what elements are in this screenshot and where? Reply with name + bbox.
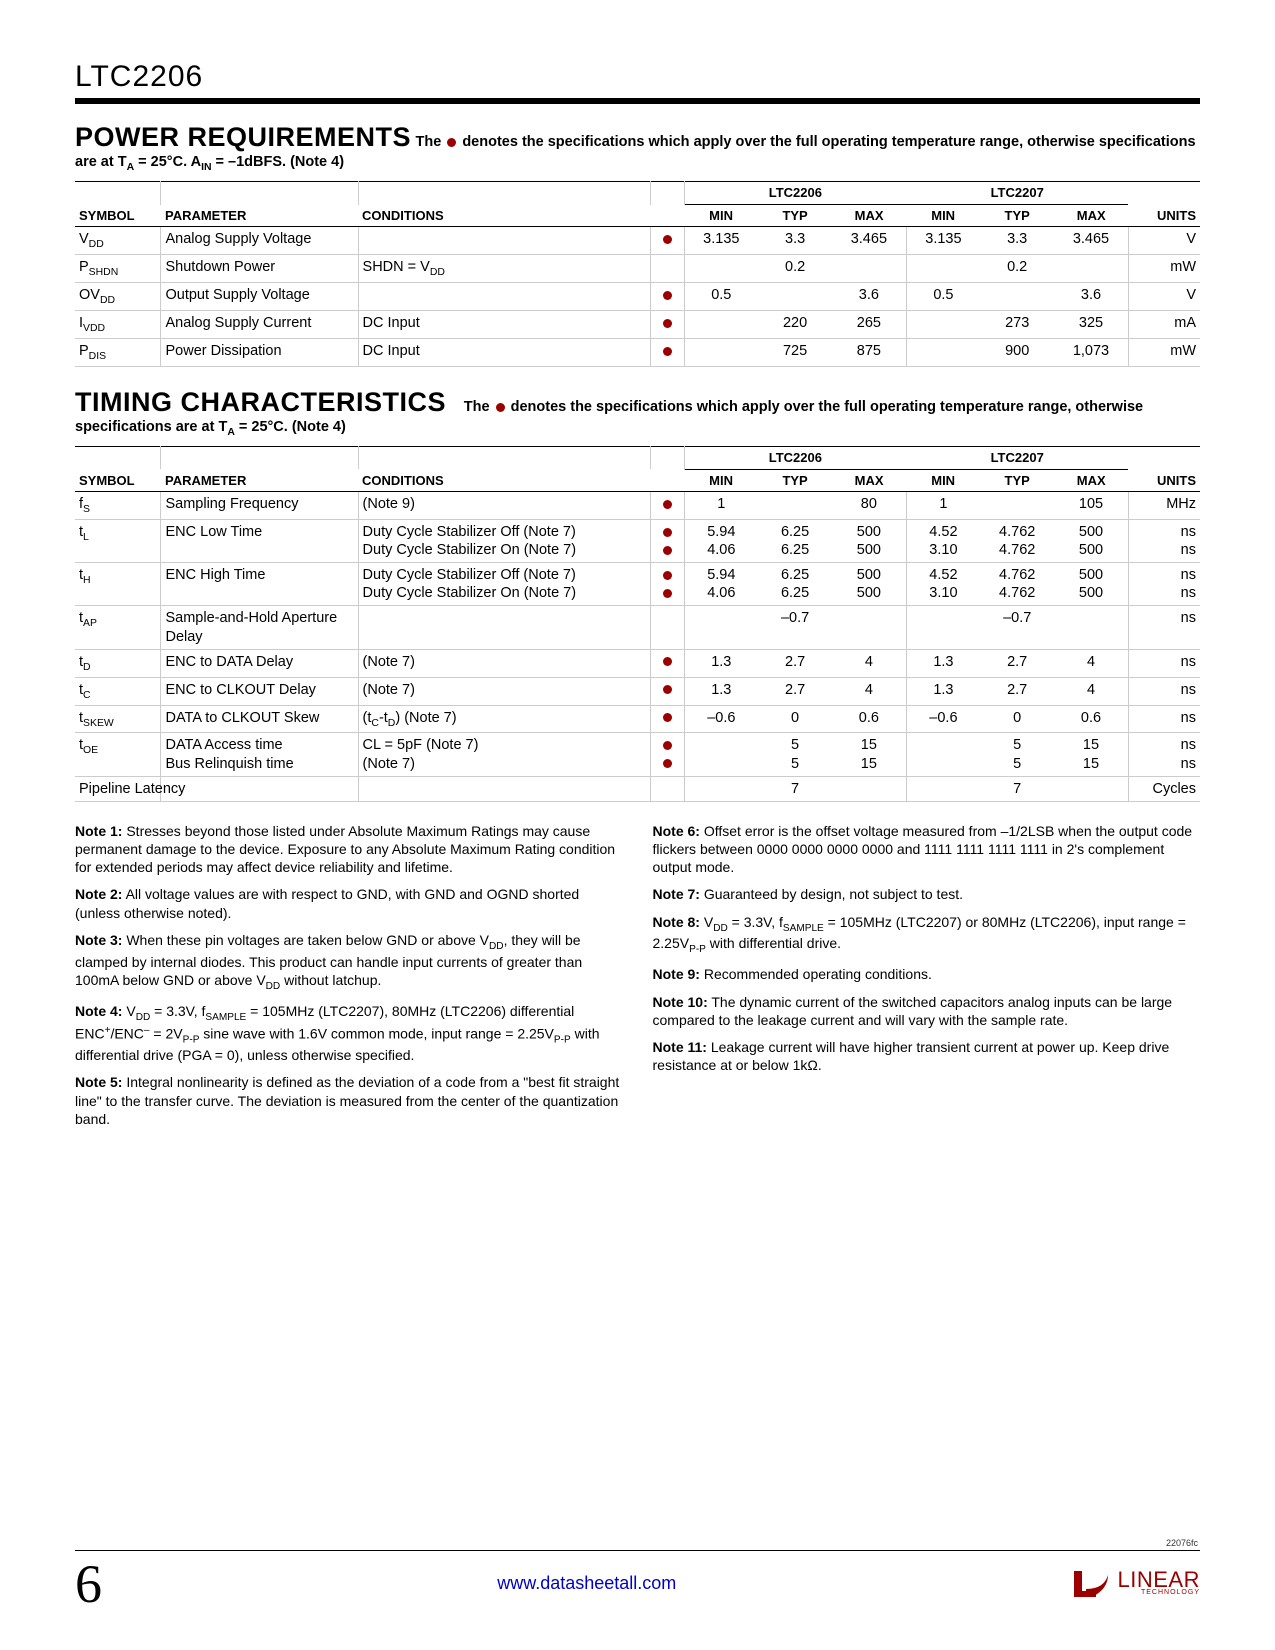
header-row: SYMBOL PARAMETER CONDITIONS MIN TYP MAX … — [75, 469, 1200, 491]
table-row: PDISPower DissipationDC Input7258759001,… — [75, 338, 1200, 366]
table-row: tLENC Low TimeDuty Cycle Stabilizer Off … — [75, 519, 1200, 562]
group-header-row: LTC2206 LTC2207 — [75, 181, 1200, 204]
note: Note 5: Integral nonlinearity is defined… — [75, 1073, 623, 1128]
note: Note 1: Stresses beyond those listed und… — [75, 822, 623, 877]
group-header-row: LTC2206 LTC2207 — [75, 446, 1200, 469]
table-row: VDDAnalog Supply Voltage3.1353.33.4653.1… — [75, 227, 1200, 255]
notes-left: Note 1: Stresses beyond those listed und… — [75, 822, 623, 1137]
note: Note 9: Recommended operating conditions… — [653, 965, 1201, 983]
bullet-icon — [447, 138, 456, 147]
page-number: 6 — [75, 1553, 102, 1615]
header-rule — [75, 98, 1200, 104]
footer-bar: 6 www.datasheetall.com LINEAR TECHNOLOGY — [75, 1550, 1200, 1610]
power-req-table: LTC2206 LTC2207 SYMBOL PARAMETER CONDITI… — [75, 181, 1200, 367]
timing-table: LTC2206 LTC2207 SYMBOL PARAMETER CONDITI… — [75, 446, 1200, 802]
part-number: LTC2206 — [75, 60, 1200, 94]
footer-url: www.datasheetall.com — [102, 1573, 1072, 1594]
table-row: PSHDNShutdown PowerSHDN = VDD0.20.2mW — [75, 255, 1200, 283]
note: Note 7: Guaranteed by design, not subjec… — [653, 885, 1201, 903]
table-row: tHENC High TimeDuty Cycle Stabilizer Off… — [75, 563, 1200, 606]
header-row: SYMBOL PARAMETER CONDITIONS MIN TYP MAX … — [75, 205, 1200, 227]
power-req-section: POWER REQUIREMENTS The denotes the speci… — [75, 122, 1200, 367]
table-row: OVDDOutput Supply Voltage0.53.60.53.6V — [75, 283, 1200, 311]
table-row: IVDDAnalog Supply CurrentDC Input2202652… — [75, 310, 1200, 338]
note: Note 8: VDD = 3.3V, fSAMPLE = 105MHz (LT… — [653, 913, 1201, 957]
note: Note 3: When these pin voltages are take… — [75, 931, 623, 993]
note: Note 10: The dynamic current of the swit… — [653, 993, 1201, 1029]
logo-brand: LINEAR — [1118, 1571, 1200, 1590]
doc-code: 22076fc — [75, 1538, 1200, 1548]
note: Note 11: Leakage current will have highe… — [653, 1038, 1201, 1074]
notes-block: Note 1: Stresses beyond those listed und… — [75, 822, 1200, 1137]
table-row: fSSampling Frequency(Note 9)1801105MHz — [75, 491, 1200, 519]
note: Note 4: VDD = 3.3V, fSAMPLE = 105MHz (LT… — [75, 1002, 623, 1065]
table-row: tDENC to DATA Delay(Note 7)1.32.741.32.7… — [75, 649, 1200, 677]
table-row: tAPSample-and-Hold Aperture Delay–0.7–0.… — [75, 606, 1200, 649]
bullet-icon — [496, 403, 505, 412]
lt-logo-icon — [1072, 1567, 1112, 1601]
sec1-title: POWER REQUIREMENTS — [75, 122, 411, 152]
note: Note 6: Offset error is the offset volta… — [653, 822, 1201, 877]
table-row: tSKEWDATA to CLKOUT Skew(tC-tD) (Note 7)… — [75, 705, 1200, 733]
notes-right: Note 6: Offset error is the offset volta… — [653, 822, 1201, 1137]
sec2-title: TIMING CHARACTERISTICS — [75, 387, 446, 417]
timing-section: TIMING CHARACTERISTICS The denotes the s… — [75, 387, 1200, 802]
table-row: tOEDATA Access timeBus Relinquish timeCL… — [75, 733, 1200, 776]
footer: 22076fc 6 www.datasheetall.com LINEAR TE… — [0, 1538, 1275, 1610]
table-row: tCENC to CLKOUT Delay(Note 7)1.32.741.32… — [75, 677, 1200, 705]
note: Note 2: All voltage values are with resp… — [75, 885, 623, 921]
page-content: LTC2206 POWER REQUIREMENTS The denotes t… — [0, 0, 1275, 1137]
table-row: Pipeline Latency77Cycles — [75, 776, 1200, 801]
linear-logo: LINEAR TECHNOLOGY — [1072, 1567, 1200, 1601]
